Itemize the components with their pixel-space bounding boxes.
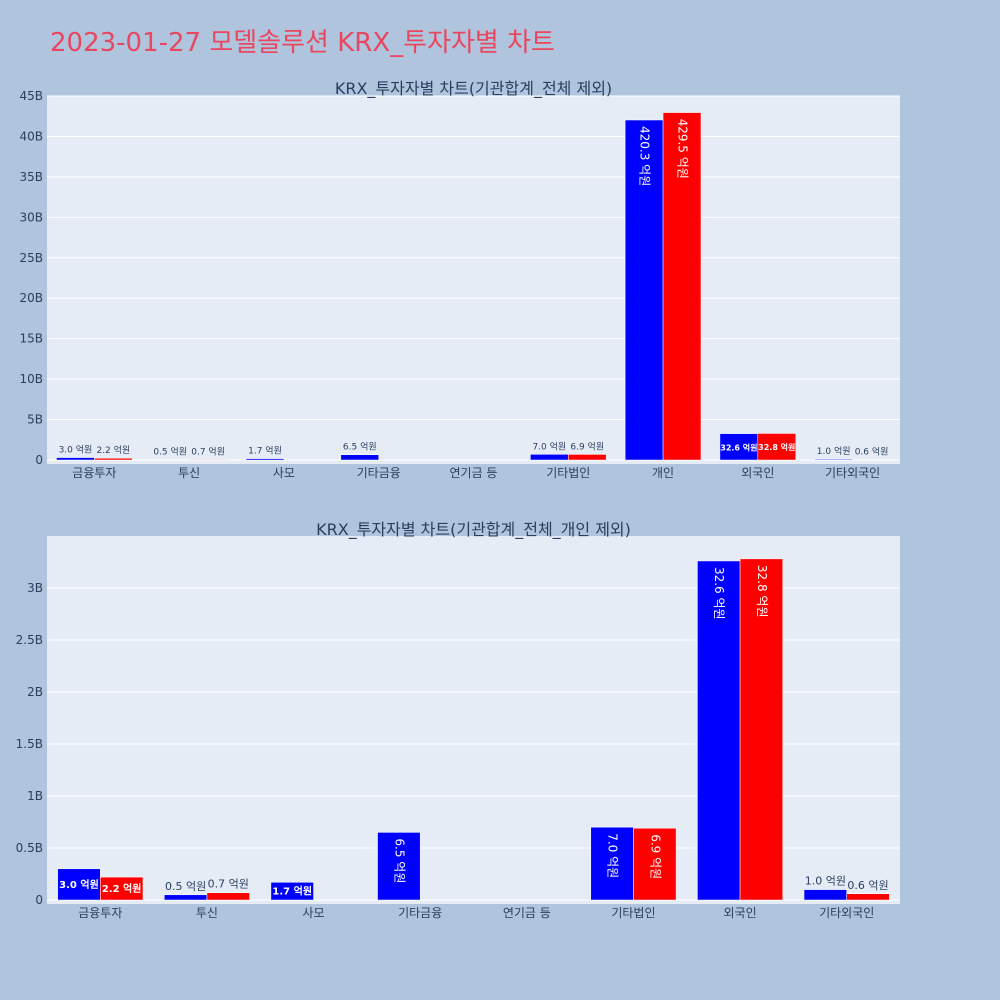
data-label: 6.5 억원: [392, 838, 406, 883]
bar: [94, 457, 133, 461]
bar: [697, 560, 741, 901]
y-tick-label: 20B: [19, 291, 43, 305]
chart-1: 0 5B 10B 15B 20B 25B 30B 35B 40B 45B KRX_투자자별 차트(기…: [19, 79, 900, 480]
bar: [340, 454, 379, 461]
category-label: 기타금융: [357, 466, 401, 480]
category-label: 기타외국인: [825, 466, 880, 480]
data-label: 32.8 억원: [758, 442, 795, 452]
category-label: 사모: [303, 906, 325, 920]
y-tick-label: 45B: [19, 89, 43, 103]
bar: [377, 832, 421, 901]
y-tick-label: 0.5B: [16, 841, 43, 855]
data-label: 32.6 억원: [720, 442, 757, 452]
data-label: 32.6 억원: [712, 567, 726, 620]
category-label: 금융투자: [78, 906, 122, 920]
bar: [56, 457, 95, 461]
data-label: 0.7 억원: [208, 878, 249, 891]
bar: [633, 827, 677, 901]
category-label: 금융투자: [72, 466, 116, 480]
data-label: 1.0 억원: [817, 445, 851, 457]
data-label: 0.6 억원: [855, 446, 889, 458]
y-tick-label: 1B: [27, 789, 43, 803]
y-tick-label: 40B: [19, 129, 43, 143]
bar: [662, 112, 702, 461]
y-tick-label: 3B: [27, 581, 43, 595]
data-label: 7.0 억원: [606, 833, 620, 878]
data-label: 0.6 억원: [847, 879, 888, 892]
y-tick-label: 1.5B: [16, 737, 43, 751]
y-tick-label: 0: [35, 453, 43, 467]
y-tick-label: 2.5B: [16, 633, 43, 647]
bar: [739, 558, 783, 901]
plot-area: [47, 96, 900, 464]
page-title: 2023-01-27 모델솔루션 KRX_투자자별 차트: [50, 28, 555, 58]
category-label: 외국인: [724, 906, 757, 920]
bar: [803, 889, 847, 901]
data-label: 0.5 억원: [165, 880, 206, 893]
bar: [270, 882, 314, 901]
data-label: 0.7 억원: [191, 445, 225, 457]
category-label: 연기금 등: [450, 466, 498, 480]
y-tick-label: 5B: [27, 413, 43, 427]
bar: [57, 868, 101, 901]
category-label: 투신: [178, 466, 200, 480]
data-label: 6.9 억원: [648, 834, 662, 879]
data-label: 6.5 억원: [343, 441, 377, 453]
category-label: 외국인: [741, 466, 774, 480]
data-label: 2.2 억원: [96, 444, 130, 456]
bar: [846, 893, 890, 901]
y-tick-label: 10B: [19, 372, 43, 386]
bar: [245, 458, 285, 461]
y-tick-label: 30B: [19, 210, 43, 224]
bar: [164, 894, 208, 901]
data-label: 420.3 억원: [638, 126, 652, 186]
data-label: 2.2 억원: [102, 882, 142, 895]
category-label: 기타외국인: [819, 906, 874, 920]
bar: [100, 876, 144, 901]
category-label: 기타법인: [611, 906, 655, 920]
bar: [814, 458, 853, 461]
data-label: 3.0 억원: [59, 878, 99, 891]
bar: [719, 433, 759, 461]
bar: [624, 119, 664, 461]
data-label: 429.5 억원: [676, 119, 690, 179]
bar: [568, 454, 607, 461]
category-label: 기타법인: [546, 466, 590, 480]
data-label: 1.7 억원: [272, 885, 312, 898]
data-label: 1.7 억원: [248, 445, 282, 457]
category-label: 개인: [652, 466, 674, 480]
category-label: 투신: [196, 906, 218, 920]
data-label: 32.8 억원: [755, 565, 769, 618]
data-label: 1.0 억원: [805, 875, 846, 888]
chart-title: KRX_투자자별 차트(기관합계_전체_개인 제외): [316, 520, 631, 540]
y-tick-label: 15B: [19, 332, 43, 346]
chart-title: KRX_투자자별 차트(기관합계_전체 제외): [335, 79, 612, 99]
y-tick-label: 25B: [19, 251, 43, 265]
bar: [757, 433, 796, 461]
y-tick-label: 2B: [27, 685, 43, 699]
category-label: 연기금 등: [503, 906, 551, 920]
bar: [188, 459, 228, 461]
data-label: 3.0 억원: [59, 444, 93, 456]
data-label: 0.5 억원: [153, 446, 187, 458]
category-label: 기타금융: [398, 906, 442, 920]
y-tick-label: 35B: [19, 170, 43, 184]
bar: [206, 892, 250, 901]
bar: [530, 454, 569, 461]
y-tick-label: 0: [35, 893, 43, 907]
bar: [590, 826, 634, 901]
chart-2: 0 0.5B 1B 1.5B 2B 2.5B 3B KRX_투자자별 차트(기관합계_전체_개…: [16, 520, 900, 920]
category-label: 사모: [273, 466, 295, 480]
data-label: 7.0 억원: [532, 440, 566, 452]
data-label: 6.9 억원: [570, 440, 604, 452]
